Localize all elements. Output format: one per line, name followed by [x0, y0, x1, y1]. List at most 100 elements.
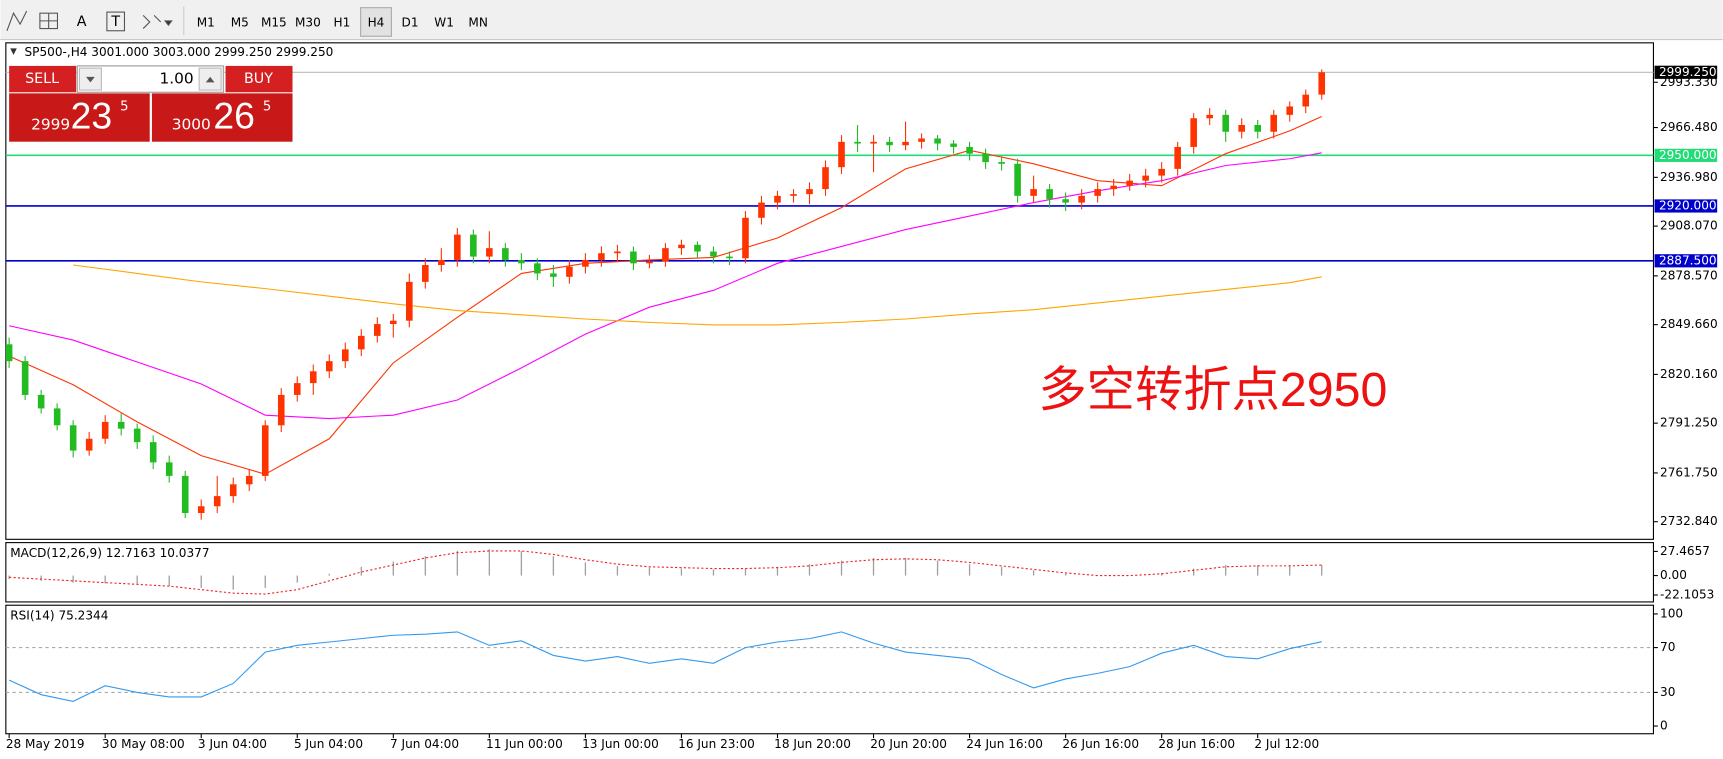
candle-body [854, 141, 861, 144]
y-tick-label: 2966.480 [1660, 120, 1718, 134]
candle-body [742, 217, 749, 259]
level-label-box [1654, 254, 1718, 268]
ask-panel[interactable] [151, 93, 293, 142]
candle-body [678, 244, 685, 249]
tool-button[interactable]: A [77, 14, 87, 30]
x-tick-label: 28 Jun 16:00 [1158, 737, 1235, 751]
period-button[interactable]: H1 [334, 16, 351, 30]
candle-body [133, 428, 141, 443]
period-button[interactable]: M30 [295, 16, 321, 30]
one-click-trading: SELL 1.00 BUY 2999 23 5 3000 26 5 [9, 65, 293, 142]
candle-body [966, 146, 973, 154]
tool-button[interactable]: T [110, 14, 120, 30]
y-tick-label: 2849.660 [1660, 317, 1718, 331]
current-price-label: 2999.250 [1659, 65, 1717, 79]
x-tick-label: 11 Jun 00:00 [486, 737, 563, 751]
rsi-title: RSI(14) 75.2344 [10, 609, 108, 623]
period-button[interactable]: MN [468, 16, 487, 30]
period-button[interactable]: W1 [434, 16, 454, 30]
candle-body [1190, 118, 1197, 147]
bid-fraction: 5 [120, 100, 128, 115]
candle-body [117, 421, 125, 429]
candle-body [758, 202, 765, 218]
candle-body [806, 189, 813, 195]
active-period [360, 7, 392, 37]
macd-title: MACD(12,26,9) 12.7163 10.0377 [10, 546, 209, 560]
candle-body [101, 421, 109, 439]
candle-body [886, 141, 893, 146]
level-label-box [1654, 199, 1718, 213]
candle-body [1078, 195, 1085, 203]
bid-big: 2999 [31, 116, 70, 134]
candle-body [1126, 180, 1133, 186]
y-tick-label: -22.1053 [1660, 588, 1714, 602]
period-button[interactable]: M15 [261, 16, 287, 30]
candle-body [470, 234, 477, 257]
candle-body [1030, 189, 1037, 196]
sell-button[interactable] [9, 65, 77, 93]
candle-body [902, 141, 909, 146]
candle-body [1158, 168, 1165, 176]
candle-body [245, 475, 253, 485]
period-button[interactable]: H4 [368, 16, 385, 30]
candle-body [710, 251, 717, 257]
candle-body [582, 259, 589, 267]
candle-body [358, 335, 365, 350]
candle-body [181, 475, 189, 514]
period-button[interactable]: M5 [231, 16, 249, 30]
candle-body [53, 408, 61, 426]
candle-body [1206, 114, 1213, 119]
candle-body [1094, 189, 1101, 196]
bid-panel[interactable] [9, 93, 150, 142]
y-tick-label: 0 [1660, 719, 1668, 733]
current-price-box [1654, 65, 1718, 79]
plot-area: 2993.3302966.4802936.9802908.0702878.570… [5, 65, 1718, 751]
candle-body [5, 344, 13, 362]
toolbar-icons [6, 6, 185, 36]
buy-button[interactable] [225, 65, 293, 93]
candle-body [614, 251, 621, 254]
candle-body [1174, 146, 1181, 169]
candle-body [566, 266, 573, 277]
candle-body [21, 361, 29, 395]
macd-panel [5, 542, 1655, 603]
candle-body [646, 261, 653, 264]
candle-body [1014, 163, 1021, 196]
candle-body [486, 248, 493, 257]
y-tick-label: 70 [1660, 640, 1675, 654]
period-button[interactable]: M1 [197, 16, 215, 30]
candle-body [69, 425, 77, 451]
candle-body [438, 259, 445, 266]
candle-body [261, 425, 269, 476]
chart-icon [6, 10, 28, 31]
candle-body [1302, 94, 1310, 107]
y-tick-label: 2878.570 [1660, 268, 1718, 282]
level-label-box [1654, 148, 1718, 162]
arrow-tool-icon [142, 14, 162, 29]
candle-body [726, 256, 733, 259]
period-button[interactable]: D1 [402, 16, 419, 30]
x-tick-label: 24 Jun 16:00 [966, 737, 1043, 751]
candle-body [197, 506, 205, 514]
toolbar [0, 0, 1723, 40]
candle-body [309, 371, 317, 384]
candle-body [870, 141, 877, 144]
candle-body [454, 234, 461, 260]
candle-body [1142, 175, 1149, 181]
symbol-icon [10, 48, 17, 55]
buy-label: BUY [244, 71, 273, 87]
candle-body [822, 167, 829, 190]
x-tick-label: 13 Jun 00:00 [582, 737, 659, 751]
candle-body [918, 138, 925, 142]
candle-body [422, 265, 429, 282]
candle-body [502, 248, 509, 260]
x-tick-label: 18 Jun 20:00 [774, 737, 851, 751]
x-tick-label: 26 Jun 16:00 [1062, 737, 1139, 751]
candle-body [293, 383, 301, 395]
text-tool-frame [106, 11, 126, 32]
level-label: 2887.500 [1659, 253, 1717, 267]
x-tick-label: 30 May 08:00 [102, 737, 185, 751]
lot-value: 1.00 [159, 70, 193, 88]
